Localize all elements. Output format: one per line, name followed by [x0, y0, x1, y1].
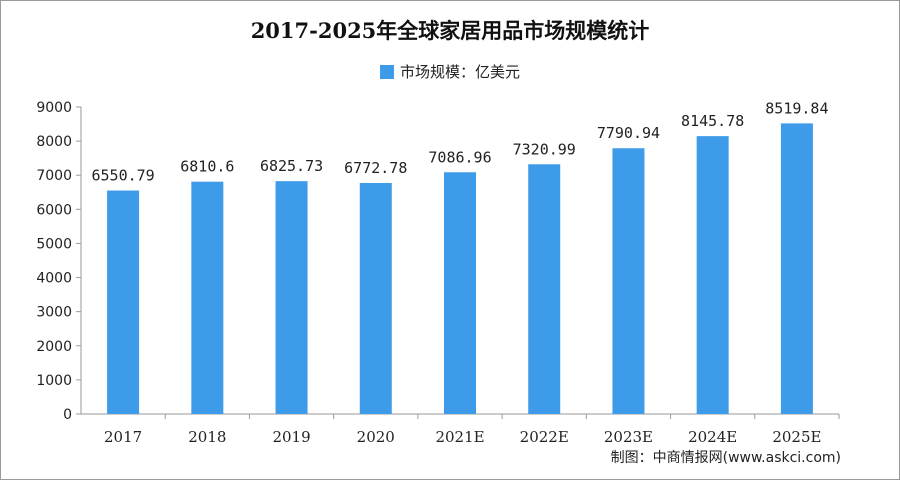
- y-tick-label: 5000: [36, 236, 72, 252]
- bar: [275, 181, 308, 414]
- bar: [528, 164, 561, 414]
- bar: [359, 182, 392, 414]
- x-tick-label: 2022E: [520, 428, 569, 446]
- data-label: 6825.73: [260, 157, 323, 175]
- legend-label: 市场规模：亿美元: [399, 63, 520, 81]
- y-tick-label: 3000: [36, 305, 72, 321]
- x-tick-label: 2019: [272, 428, 310, 446]
- data-label: 7086.96: [428, 148, 491, 166]
- bar: [107, 190, 140, 414]
- y-tick-label: 4000: [36, 271, 72, 287]
- x-tick-label: 2020: [357, 428, 395, 446]
- x-tick-label: 2023E: [604, 428, 653, 446]
- y-tick-label: 8000: [36, 134, 72, 150]
- data-label: 6810.6: [180, 158, 234, 176]
- x-tick-label: 2017: [104, 428, 142, 446]
- data-label: 7790.94: [597, 124, 660, 142]
- data-label: 6772.78: [344, 159, 407, 177]
- chart-legend: 市场规模：亿美元: [1, 61, 899, 82]
- data-label: 8519.84: [765, 99, 828, 117]
- source-credit: 制图：中商情报网(www.askci.com): [610, 450, 841, 466]
- y-tick-label: 9000: [36, 100, 72, 116]
- data-label: 8145.78: [681, 112, 744, 130]
- bar: [696, 136, 729, 414]
- bar: [612, 148, 645, 415]
- y-tick-label: 1000: [36, 373, 72, 389]
- x-tick-label: 2024E: [688, 428, 737, 446]
- data-label: 7320.99: [513, 140, 576, 158]
- chart-title: 2017-2025年全球家居用品市场规模统计: [250, 18, 650, 43]
- x-tick-label: 2018: [188, 428, 226, 446]
- y-tick-label: 7000: [36, 168, 72, 184]
- bar: [780, 123, 813, 415]
- data-label: 6550.79: [92, 167, 155, 185]
- y-tick-label: 6000: [36, 202, 72, 218]
- y-tick-label: 0: [63, 407, 72, 423]
- x-tick-label: 2021E: [435, 428, 484, 446]
- bar: [444, 172, 476, 414]
- x-tick-label: 2025E: [772, 428, 821, 446]
- legend-swatch: [379, 64, 394, 79]
- bar: [191, 181, 224, 414]
- y-tick-label: 2000: [36, 339, 72, 355]
